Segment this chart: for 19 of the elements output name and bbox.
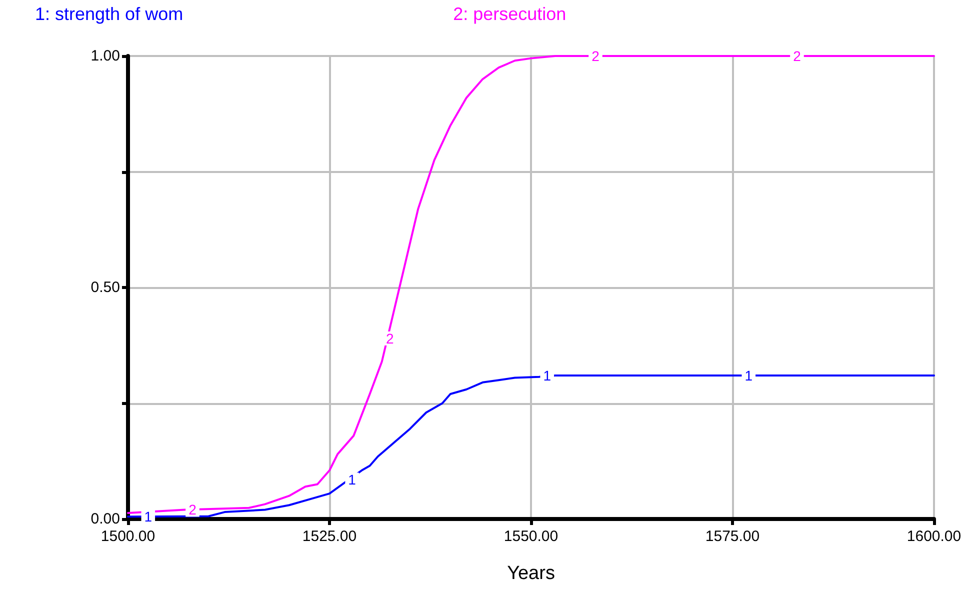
- annotation: 2: [592, 48, 600, 64]
- annotation: 2: [188, 502, 197, 518]
- series-label: 2: persecution: [453, 4, 566, 24]
- annotation: 1: [144, 508, 152, 525]
- x-tick-label: 1525.00: [302, 528, 357, 545]
- annotation: 1: [543, 367, 552, 384]
- x-axis-title: Years: [507, 563, 555, 584]
- text: 1: strength of wom: [35, 4, 184, 24]
- y-tick-label: 0.00: [90, 510, 120, 528]
- x-tick-label: 1500.00: [100, 528, 156, 545]
- annotation: 2: [386, 330, 394, 346]
- annotation: 2: [793, 48, 802, 64]
- x-tick-label: 1600.00: [906, 528, 962, 545]
- x-tick-label: 1550.00: [504, 528, 558, 545]
- annotation: 1: [348, 472, 356, 488]
- x-tick-label: 1575.00: [705, 528, 760, 545]
- y-tick-label: 0.50: [90, 279, 120, 296]
- y-tick-label: 1.00: [90, 48, 120, 64]
- annotation: 1: [744, 367, 753, 384]
